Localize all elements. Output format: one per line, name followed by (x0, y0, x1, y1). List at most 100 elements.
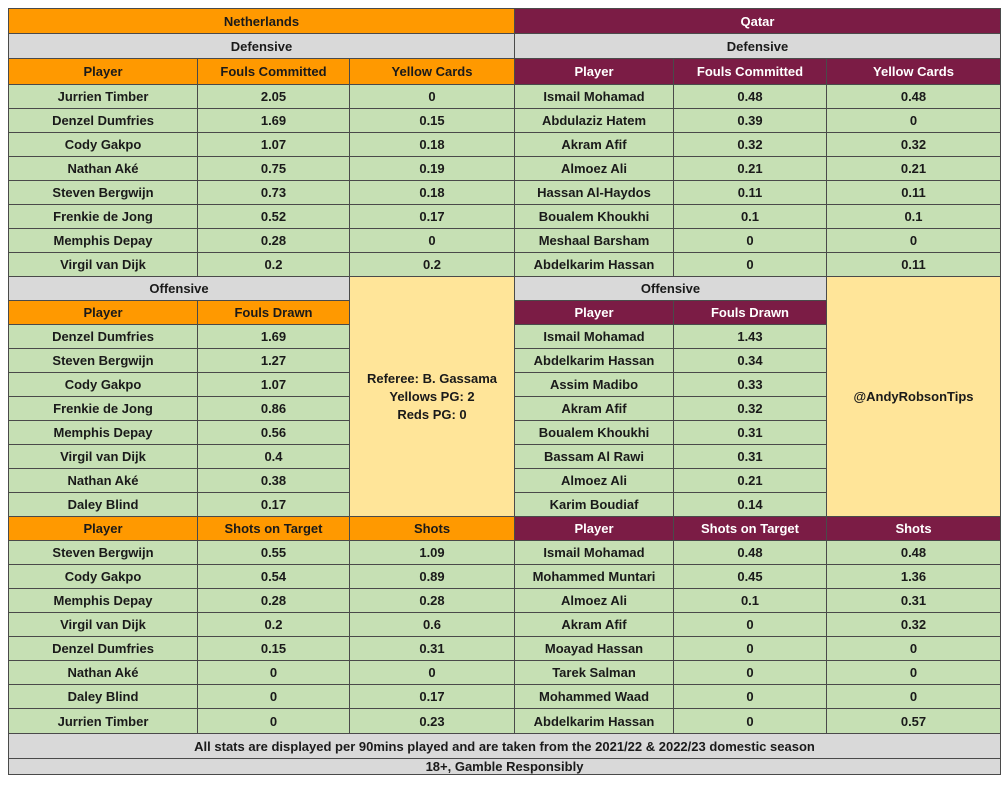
netherlands-shots-value: 0.54 (197, 564, 350, 589)
qatar-defensive-player: Abdelkarim Hassan (514, 252, 674, 277)
netherlands-offensive-label: Offensive (8, 276, 350, 301)
netherlands-defensive-value: 0.2 (349, 252, 515, 277)
netherlands-defensive-player: Frenkie de Jong (8, 204, 198, 229)
netherlands-shots-col-header: Player (8, 516, 198, 541)
qatar-offensive-player: Boualem Khoukhi (514, 420, 674, 445)
qatar-offensive-value: 1.43 (673, 324, 827, 349)
qatar-defensive-value: 0 (673, 228, 827, 253)
qatar-shots-player: Akram Afif (514, 612, 674, 637)
netherlands-defensive-value: 0.28 (197, 228, 350, 253)
qatar-shots-value: 0.1 (673, 588, 827, 613)
netherlands-shots-player: Virgil van Dijk (8, 612, 198, 637)
netherlands-offensive-player: Memphis Depay (8, 420, 198, 445)
qatar-defensive-player: Almoez Ali (514, 156, 674, 181)
qatar-shots-value: 0 (673, 612, 827, 637)
netherlands-shots-value: 1.09 (349, 540, 515, 565)
netherlands-shots-value: 0.17 (349, 684, 515, 709)
netherlands-defensive-value: 0.75 (197, 156, 350, 181)
qatar-shots-player: Mohammed Muntari (514, 564, 674, 589)
qatar-shots-value: 1.36 (826, 564, 1001, 589)
qatar-defensive-player: Abdulaziz Hatem (514, 108, 674, 133)
qatar-shots-value: 0.31 (826, 588, 1001, 613)
qatar-defensive-value: 0.39 (673, 108, 827, 133)
qatar-shots-player: Mohammed Waad (514, 684, 674, 709)
qatar-defensive-value: 0.11 (826, 252, 1001, 277)
qatar-offensive-player: Almoez Ali (514, 468, 674, 493)
netherlands-offensive-value: 1.69 (197, 324, 350, 349)
qatar-shots-value: 0 (673, 684, 827, 709)
netherlands-shots-player: Daley Blind (8, 684, 198, 709)
netherlands-defensive-value: 0.17 (349, 204, 515, 229)
netherlands-shots-value: 0.23 (349, 708, 515, 734)
qatar-shots-player: Ismail Mohamad (514, 540, 674, 565)
netherlands-offensive-player: Daley Blind (8, 492, 198, 517)
netherlands-shots-value: 0 (349, 660, 515, 685)
qatar-offensive-value: 0.34 (673, 348, 827, 373)
netherlands-defensive-col-header: Fouls Committed (197, 58, 350, 85)
netherlands-shots-value: 0.31 (349, 636, 515, 661)
netherlands-shots-col-header: Shots on Target (197, 516, 350, 541)
netherlands-defensive-player: Jurrien Timber (8, 84, 198, 109)
netherlands-defensive-player: Steven Bergwijn (8, 180, 198, 205)
qatar-shots-value: 0 (673, 708, 827, 734)
qatar-defensive-col-header: Yellow Cards (826, 58, 1001, 85)
footer-note: All stats are displayed per 90mins playe… (8, 733, 1001, 759)
netherlands-offensive-value: 0.4 (197, 444, 350, 469)
netherlands-defensive-value: 1.07 (197, 132, 350, 157)
netherlands-shots-value: 0.28 (197, 588, 350, 613)
netherlands-shots-value: 0.2 (197, 612, 350, 637)
netherlands-offensive-player: Frenkie de Jong (8, 396, 198, 421)
qatar-offensive-value: 0.32 (673, 396, 827, 421)
qatar-defensive-value: 0.11 (826, 180, 1001, 205)
netherlands-defensive-value: 0 (349, 84, 515, 109)
qatar-offensive-value: 0.31 (673, 420, 827, 445)
qatar-defensive-value: 0.21 (826, 156, 1001, 181)
qatar-shots-value: 0 (826, 684, 1001, 709)
qatar-defensive-value: 0.1 (826, 204, 1001, 229)
netherlands-team-header: Netherlands (8, 8, 515, 34)
qatar-shots-value: 0 (673, 636, 827, 661)
netherlands-defensive-player: Virgil van Dijk (8, 252, 198, 277)
netherlands-defensive-value: 0.2 (197, 252, 350, 277)
qatar-team-header: Qatar (514, 8, 1001, 34)
netherlands-offensive-player: Nathan Aké (8, 468, 198, 493)
netherlands-defensive-label: Defensive (8, 33, 515, 59)
qatar-defensive-player: Ismail Mohamad (514, 84, 674, 109)
qatar-defensive-value: 0 (826, 108, 1001, 133)
qatar-defensive-player: Hassan Al-Haydos (514, 180, 674, 205)
netherlands-defensive-value: 0.18 (349, 132, 515, 157)
qatar-defensive-value: 0.11 (673, 180, 827, 205)
netherlands-defensive-value: 0.15 (349, 108, 515, 133)
qatar-defensive-player: Meshaal Barsham (514, 228, 674, 253)
netherlands-offensive-value: 1.07 (197, 372, 350, 397)
qatar-shots-player: Tarek Salman (514, 660, 674, 685)
netherlands-shots-value: 0.89 (349, 564, 515, 589)
qatar-shots-value: 0 (826, 660, 1001, 685)
qatar-offensive-player: Assim Madibo (514, 372, 674, 397)
qatar-offensive-value: 0.33 (673, 372, 827, 397)
netherlands-shots-value: 0.28 (349, 588, 515, 613)
qatar-defensive-value: 0.21 (673, 156, 827, 181)
qatar-shots-player: Almoez Ali (514, 588, 674, 613)
referee-name: Referee: B. Gassama (366, 370, 498, 386)
qatar-offensive-value: 0.21 (673, 468, 827, 493)
qatar-shots-col-header: Shots on Target (673, 516, 827, 541)
netherlands-offensive-value: 0.56 (197, 420, 350, 445)
qatar-defensive-value: 0 (826, 228, 1001, 253)
qatar-offensive-player: Bassam Al Rawi (514, 444, 674, 469)
qatar-defensive-value: 0.32 (673, 132, 827, 157)
qatar-offensive-value: 0.31 (673, 444, 827, 469)
qatar-offensive-col-header: Player (514, 300, 674, 325)
qatar-shots-value: 0.48 (826, 540, 1001, 565)
netherlands-shots-value: 0 (197, 684, 350, 709)
netherlands-defensive-player: Cody Gakpo (8, 132, 198, 157)
qatar-defensive-value: 0.1 (673, 204, 827, 229)
qatar-defensive-value: 0.48 (673, 84, 827, 109)
netherlands-shots-player: Memphis Depay (8, 588, 198, 613)
qatar-shots-value: 0.48 (673, 540, 827, 565)
netherlands-offensive-player: Denzel Dumfries (8, 324, 198, 349)
qatar-defensive-value: 0 (673, 252, 827, 277)
netherlands-offensive-player: Steven Bergwijn (8, 348, 198, 373)
qatar-shots-value: 0.57 (826, 708, 1001, 734)
netherlands-defensive-value: 0.52 (197, 204, 350, 229)
